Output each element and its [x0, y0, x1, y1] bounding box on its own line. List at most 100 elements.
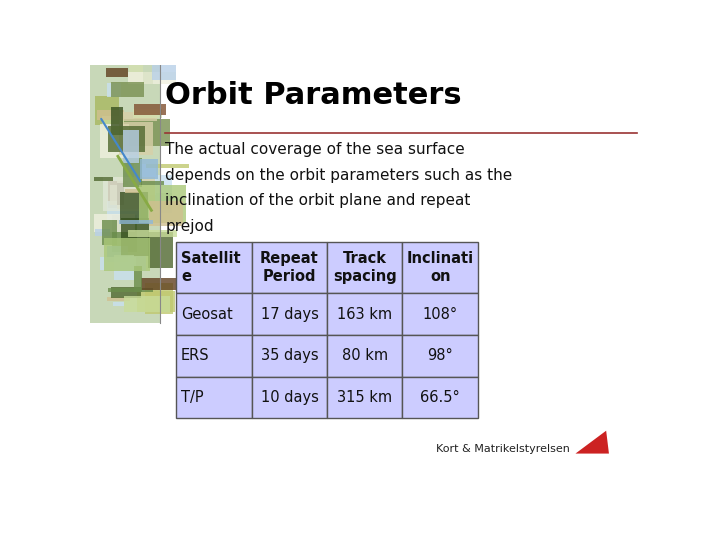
Bar	[124, 296, 170, 312]
Bar	[252, 294, 327, 335]
Bar	[106, 68, 128, 77]
Bar	[107, 296, 130, 301]
Bar	[120, 254, 146, 271]
Bar	[99, 257, 136, 270]
Text: 315 km: 315 km	[337, 390, 392, 405]
Bar	[113, 302, 125, 307]
Bar	[143, 72, 153, 84]
Text: Orbit Parameters: Orbit Parameters	[166, 82, 462, 111]
Text: Track
spacing: Track spacing	[333, 251, 397, 284]
Bar	[107, 83, 121, 97]
Bar	[252, 335, 327, 377]
Text: inclination of the orbit plane and repeat: inclination of the orbit plane and repea…	[166, 193, 471, 208]
Bar	[108, 288, 153, 292]
Bar	[327, 377, 402, 418]
Bar	[176, 294, 252, 335]
Bar	[109, 125, 145, 152]
Bar	[176, 335, 252, 377]
Text: 66.5°: 66.5°	[420, 390, 460, 405]
Bar	[128, 72, 176, 84]
Bar	[327, 335, 402, 377]
Text: 10 days: 10 days	[261, 390, 318, 405]
Bar	[107, 246, 128, 262]
Bar	[148, 232, 173, 268]
Bar	[129, 59, 143, 82]
Text: 163 km: 163 km	[337, 307, 392, 322]
Text: 98°: 98°	[427, 348, 453, 363]
Bar	[107, 201, 140, 220]
Bar	[252, 377, 327, 418]
Bar	[140, 159, 158, 179]
Bar	[90, 65, 160, 322]
Bar	[100, 124, 129, 158]
Bar	[111, 82, 144, 97]
Bar	[120, 112, 157, 120]
Bar	[327, 294, 402, 335]
Bar	[402, 294, 478, 335]
Bar	[119, 123, 153, 156]
Bar	[176, 377, 252, 418]
Bar	[149, 201, 182, 226]
Bar	[125, 189, 140, 193]
Bar	[402, 335, 478, 377]
Bar	[123, 130, 139, 163]
Bar	[121, 218, 149, 256]
Bar	[117, 183, 124, 205]
Bar	[108, 181, 128, 208]
Bar	[103, 178, 139, 211]
Text: Kort & Matrikelstyrelsen: Kort & Matrikelstyrelsen	[436, 443, 570, 454]
Bar	[140, 279, 182, 290]
Text: ERS: ERS	[181, 348, 210, 363]
Text: 108°: 108°	[423, 307, 458, 322]
Bar	[111, 107, 123, 135]
Bar	[134, 266, 142, 292]
Bar	[95, 96, 119, 125]
Text: Satellit
e: Satellit e	[181, 251, 240, 284]
Bar	[123, 158, 142, 187]
Text: 35 days: 35 days	[261, 348, 318, 363]
Text: prejod: prejod	[166, 219, 214, 234]
Bar	[104, 238, 150, 271]
Text: 80 km: 80 km	[342, 348, 388, 363]
Bar	[153, 56, 176, 80]
Bar	[327, 241, 402, 294]
Bar	[149, 174, 172, 213]
Text: Repeat
Period: Repeat Period	[260, 251, 319, 284]
Bar	[134, 104, 166, 116]
Bar	[134, 164, 156, 195]
Bar	[102, 116, 125, 134]
Bar	[112, 215, 137, 253]
Bar	[140, 185, 186, 223]
Polygon shape	[575, 431, 609, 454]
Bar	[145, 282, 173, 314]
Bar	[402, 377, 478, 418]
Bar	[145, 164, 189, 168]
Bar	[128, 230, 176, 237]
Bar	[138, 291, 176, 312]
Text: depends on the orbit parameters such as the: depends on the orbit parameters such as …	[166, 167, 513, 183]
Text: Geosat: Geosat	[181, 307, 233, 322]
Bar	[402, 241, 478, 294]
Bar	[114, 255, 135, 280]
Bar	[110, 185, 147, 205]
Bar	[111, 287, 140, 298]
Text: T/P: T/P	[181, 390, 204, 405]
Bar	[94, 177, 113, 181]
Text: Inclinati
on: Inclinati on	[407, 251, 474, 284]
Bar	[97, 110, 124, 120]
Bar	[120, 192, 148, 225]
Bar	[102, 220, 117, 245]
Text: The actual coverage of the sea surface: The actual coverage of the sea surface	[166, 141, 465, 157]
Bar	[124, 119, 171, 146]
Bar	[141, 180, 164, 185]
Bar	[176, 241, 252, 294]
Bar	[134, 113, 155, 119]
Bar	[132, 109, 161, 118]
Bar	[252, 241, 327, 294]
Text: 17 days: 17 days	[261, 307, 318, 322]
Bar	[150, 193, 171, 209]
Bar	[94, 214, 135, 232]
Bar	[117, 178, 156, 209]
Bar	[94, 229, 110, 237]
Bar	[119, 220, 153, 224]
